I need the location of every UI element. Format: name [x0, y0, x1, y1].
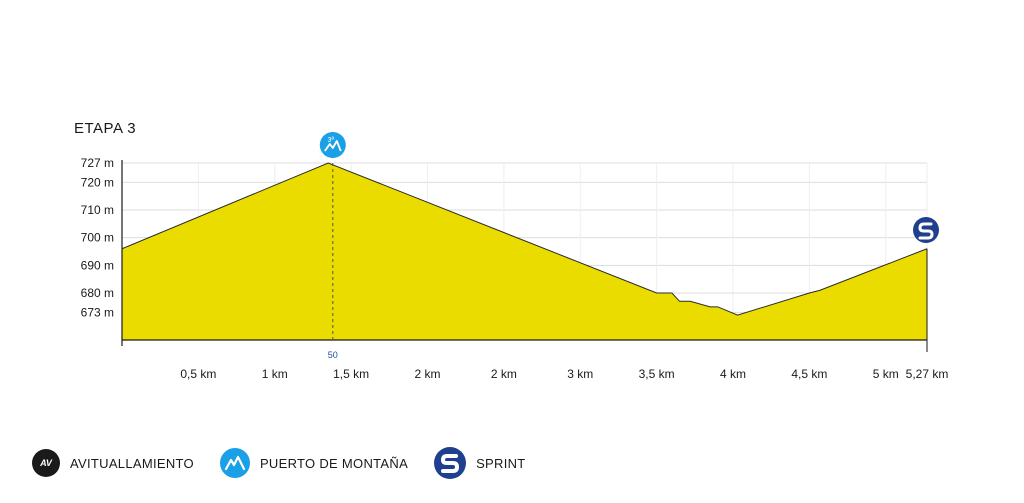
axes	[121, 160, 928, 352]
elevation-line	[121, 162, 928, 316]
y-tick-label: 710 m	[81, 203, 114, 217]
sprint-s-glyph	[918, 222, 934, 240]
mountain-peaks-glyph	[324, 140, 342, 152]
mountain-km-label: 50	[328, 350, 338, 360]
av-icon: AV	[32, 449, 60, 477]
x-tick-label: 4,5 km	[791, 367, 827, 381]
mountain-marker-icon	[319, 132, 346, 158]
legend-label-mountain: PUERTO DE MONTAÑA	[259, 455, 409, 471]
x-tick-label: 0,5 km	[180, 367, 216, 381]
legend-item-sprint: SPRINT	[434, 447, 525, 479]
x-tick-label: 3 km	[567, 367, 593, 381]
legend: AV AVITUALLAMIENTO PUERTO DE MONTAÑA SPR…	[32, 447, 552, 479]
markers: 50 3ª	[319, 132, 939, 360]
legend-label-av: AVITUALLAMIENTO	[70, 455, 194, 471]
x-axis-ticks: 0,5 km 1 km 1,5 km 2 km 2 km 3 km 3,5 km 4 km 4,…	[180, 367, 948, 381]
x-tick-label: 4 km	[720, 367, 746, 381]
y-axis-ticks: 727 m 720 m 710 m 700 m 690 m 680 m 673 m	[81, 156, 114, 319]
y-tick-label: 680 m	[81, 286, 114, 300]
x-tick-label: 5,27 km	[906, 367, 949, 381]
elevation-profile-chart: 727 m 720 m 710 m 700 m 690 m 680 m 673 m 0,5 …	[81, 132, 948, 381]
sprint-icon	[434, 447, 467, 479]
mountain-category-label: 3ª	[328, 137, 335, 144]
mountain-icon	[219, 448, 250, 478]
x-tick-label: 1,5 km	[333, 367, 369, 381]
x-tick-label: 2 km	[414, 367, 440, 381]
y-tick-label: 720 m	[81, 175, 114, 189]
chart-title: ETAPA 3	[74, 120, 137, 137]
legend-label-sprint: SPRINT	[476, 455, 526, 471]
y-tick-label: 673 m	[81, 305, 114, 319]
elevation-area	[122, 163, 927, 340]
x-tick-label: 5 km	[873, 367, 899, 381]
legend-item-av: AV AVITUALLAMIENTO	[32, 449, 194, 477]
legend-item-mountain: PUERTO DE MONTAÑA	[219, 448, 409, 478]
y-tick-label: 727 m	[81, 156, 114, 170]
y-tick-label: 690 m	[81, 258, 114, 272]
x-tick-label: 1 km	[262, 367, 288, 381]
y-tick-label: 700 m	[81, 231, 114, 245]
x-tick-label: 3,5 km	[639, 367, 675, 381]
x-tick-label: 2 km	[491, 367, 517, 381]
